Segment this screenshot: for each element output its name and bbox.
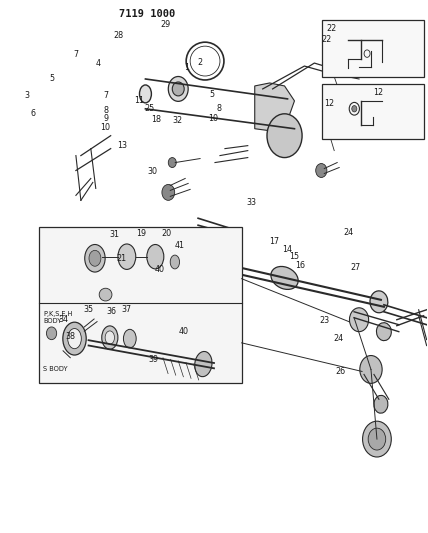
Text: 25: 25 xyxy=(144,104,155,113)
Ellipse shape xyxy=(102,326,118,349)
Text: 16: 16 xyxy=(295,261,305,270)
Text: 21: 21 xyxy=(116,254,126,263)
Text: 7: 7 xyxy=(73,50,78,59)
Text: 23: 23 xyxy=(319,316,330,325)
Text: 26: 26 xyxy=(336,367,346,376)
Ellipse shape xyxy=(271,266,298,289)
Text: 2: 2 xyxy=(198,58,203,67)
Circle shape xyxy=(350,308,369,332)
Circle shape xyxy=(360,356,382,383)
Circle shape xyxy=(316,164,327,177)
Text: 13: 13 xyxy=(118,141,128,150)
Text: 7: 7 xyxy=(103,91,108,100)
Bar xyxy=(322,20,425,77)
Circle shape xyxy=(47,327,56,340)
Ellipse shape xyxy=(123,329,136,348)
Ellipse shape xyxy=(118,244,136,269)
Ellipse shape xyxy=(195,351,212,377)
Text: 34: 34 xyxy=(58,315,68,324)
Text: 36: 36 xyxy=(106,307,116,316)
Ellipse shape xyxy=(63,322,86,355)
Ellipse shape xyxy=(374,395,388,413)
Text: 19: 19 xyxy=(136,229,146,238)
Circle shape xyxy=(363,421,391,457)
Text: 33: 33 xyxy=(247,198,256,207)
Text: 15: 15 xyxy=(289,253,299,262)
Text: 5: 5 xyxy=(49,74,54,83)
Ellipse shape xyxy=(99,288,112,301)
Ellipse shape xyxy=(168,77,188,101)
Text: 8: 8 xyxy=(217,104,222,113)
Ellipse shape xyxy=(170,255,180,269)
Text: 10: 10 xyxy=(101,123,110,132)
Text: 18: 18 xyxy=(152,115,162,124)
Polygon shape xyxy=(255,83,294,131)
Text: 24: 24 xyxy=(343,228,353,237)
Text: 32: 32 xyxy=(173,116,183,125)
Text: 40: 40 xyxy=(178,327,188,336)
Text: 22: 22 xyxy=(321,35,332,44)
Circle shape xyxy=(168,158,176,167)
Text: 40: 40 xyxy=(155,265,165,274)
Text: 38: 38 xyxy=(65,332,75,341)
Circle shape xyxy=(352,106,357,112)
Ellipse shape xyxy=(105,331,115,344)
Text: 6: 6 xyxy=(31,109,36,118)
Text: 17: 17 xyxy=(269,237,279,246)
Ellipse shape xyxy=(85,245,105,272)
Text: 35: 35 xyxy=(83,305,94,314)
Text: P,K,S,E,H
BODY: P,K,S,E,H BODY xyxy=(43,311,72,324)
Text: 5: 5 xyxy=(209,90,214,99)
Text: 7119 1000: 7119 1000 xyxy=(119,10,175,19)
Bar xyxy=(39,227,242,383)
Ellipse shape xyxy=(68,328,81,349)
Text: 10: 10 xyxy=(208,114,218,123)
Ellipse shape xyxy=(172,82,184,96)
Ellipse shape xyxy=(89,251,101,266)
Text: S BODY: S BODY xyxy=(43,366,68,372)
Ellipse shape xyxy=(147,245,164,269)
Text: 24: 24 xyxy=(333,334,343,343)
Text: 1: 1 xyxy=(184,63,189,72)
Text: 8: 8 xyxy=(103,106,108,115)
Text: 12: 12 xyxy=(374,88,383,97)
Text: 3: 3 xyxy=(24,91,30,100)
Text: 37: 37 xyxy=(122,305,132,314)
Ellipse shape xyxy=(370,291,388,313)
Text: 30: 30 xyxy=(147,166,158,175)
Text: 11: 11 xyxy=(134,95,145,104)
Text: 22: 22 xyxy=(327,24,337,33)
Text: 29: 29 xyxy=(160,20,170,29)
Ellipse shape xyxy=(377,322,391,341)
Ellipse shape xyxy=(140,85,152,103)
Text: 14: 14 xyxy=(282,245,292,254)
Bar xyxy=(322,84,425,139)
Circle shape xyxy=(267,114,302,158)
Text: 39: 39 xyxy=(149,355,159,364)
Text: 20: 20 xyxy=(161,229,172,238)
Text: 4: 4 xyxy=(96,60,101,68)
Text: 9: 9 xyxy=(103,114,108,123)
Text: 27: 27 xyxy=(350,263,360,272)
Circle shape xyxy=(162,184,175,200)
Text: 41: 41 xyxy=(174,241,184,250)
Text: 28: 28 xyxy=(113,31,123,41)
Text: 12: 12 xyxy=(324,99,334,108)
Circle shape xyxy=(368,428,386,450)
Text: 31: 31 xyxy=(109,230,119,239)
